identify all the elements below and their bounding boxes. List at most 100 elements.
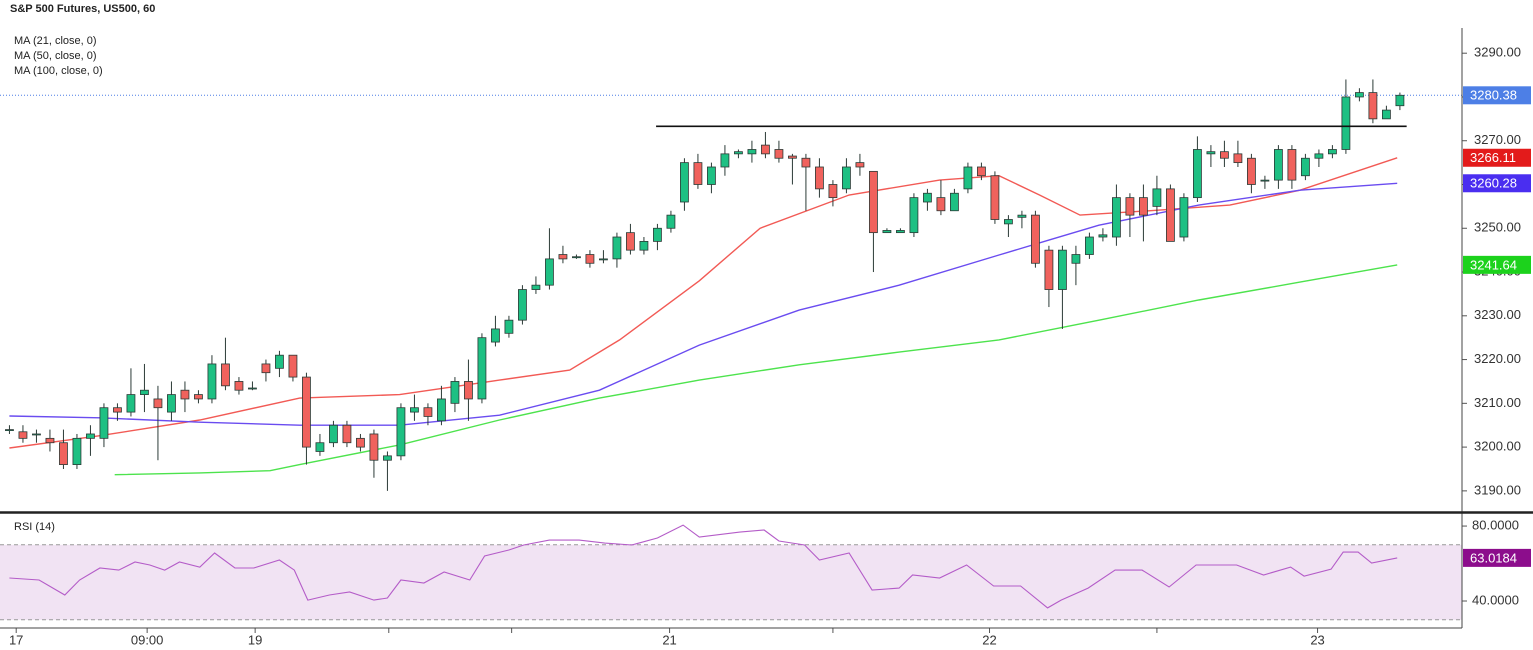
candle-body (18, 431, 28, 439)
candle-body (1139, 197, 1148, 216)
ma-box (1463, 174, 1531, 193)
candle-body (1395, 94, 1405, 107)
candle-body (950, 192, 959, 212)
x-tick-label: 09:00 (131, 632, 164, 647)
candle-body (32, 433, 41, 436)
candle-body (572, 256, 581, 259)
candle-body (410, 407, 419, 413)
candle-body (612, 236, 622, 260)
candle-body (1260, 179, 1270, 182)
candle-body (869, 170, 878, 234)
last-price-label: 3280.38 (1470, 88, 1517, 103)
ma-line (114, 264, 1398, 476)
candle-body (1179, 197, 1189, 238)
candle-body (329, 424, 338, 444)
candle-body (369, 433, 379, 461)
candle-body (1382, 109, 1391, 120)
candle-body (59, 442, 68, 466)
panel-title: RSI (14) (14, 521, 55, 533)
candle-body (518, 289, 527, 321)
candle-body (1314, 153, 1324, 159)
candle-body (842, 166, 851, 190)
candle-body (383, 455, 392, 461)
candle-body (1368, 92, 1378, 120)
candle-body (1341, 96, 1351, 150)
ma-line (9, 157, 1398, 449)
candle-body (72, 437, 82, 466)
candle-body (248, 387, 257, 390)
y-tick-label: 3290.00 (1474, 45, 1521, 60)
candle-body (558, 254, 568, 260)
candle-body (788, 155, 797, 159)
candle-body (1193, 149, 1202, 199)
candle-body (1220, 151, 1229, 159)
ma-box (1463, 255, 1531, 274)
candle-body (450, 381, 460, 404)
candle-body (1017, 214, 1027, 218)
candle-body (599, 258, 608, 261)
candle-body (288, 354, 298, 378)
candle-body (464, 381, 473, 400)
ma-box (1463, 148, 1531, 167)
y-tick-label: 80.0000 (1472, 517, 1519, 532)
candle-body (140, 389, 149, 395)
ma-line (9, 182, 1398, 426)
candle-body (261, 363, 271, 374)
y-tick-label: 3220.00 (1474, 351, 1521, 366)
candle-body (585, 254, 595, 264)
candle-body (761, 144, 770, 155)
candle-body (815, 166, 824, 190)
candle-body (99, 407, 109, 439)
legend-entry: MA (21, close, 0) (14, 35, 97, 47)
candle-body (1031, 214, 1040, 264)
candle-body (315, 442, 325, 452)
candle-body (153, 398, 163, 409)
candle-body (1004, 219, 1013, 225)
candle-body (342, 424, 352, 444)
candle-body (801, 157, 811, 168)
candle-body (1233, 153, 1243, 164)
candle-body (734, 151, 743, 155)
candle-body (963, 166, 973, 190)
candle-body (693, 162, 703, 185)
candle-body (234, 381, 244, 391)
candle-body (923, 192, 932, 203)
candle-body (1328, 149, 1337, 155)
candle-body (1206, 151, 1216, 155)
x-tick-label: 19 (248, 632, 262, 647)
candle-body (653, 227, 662, 242)
y-tick-label: 3230.00 (1474, 307, 1521, 322)
candle-body (113, 407, 122, 413)
legend-entry: MA (50, close, 0) (14, 50, 97, 62)
candle-body (167, 394, 176, 413)
candle-body (1058, 249, 1067, 290)
candle-body (828, 184, 838, 199)
candle-body (626, 232, 635, 251)
candle-body (207, 363, 217, 400)
candle-body (545, 258, 554, 286)
candle-body (1085, 236, 1094, 255)
candle-body (302, 376, 311, 448)
rsi-band (0, 544, 1462, 620)
candle-body (180, 389, 190, 400)
candle-body (1274, 149, 1283, 181)
candle-body (1125, 197, 1135, 216)
ma-label: 3260.28 (1470, 176, 1517, 191)
ma-label: 3266.11 (1470, 150, 1516, 165)
candle-body (1301, 157, 1310, 177)
rsi-last-box (1463, 548, 1531, 567)
candle-body (1112, 197, 1121, 238)
y-tick-label: 40.0000 (1472, 592, 1519, 607)
candle-body (45, 437, 55, 444)
candle-body (896, 230, 905, 234)
candle-body (1098, 234, 1108, 238)
candle-body (5, 429, 14, 431)
candle-body (747, 149, 757, 155)
candle-body (221, 363, 230, 387)
candle-body (1355, 92, 1364, 98)
candle-body (437, 398, 446, 422)
y-tick-label: 3210.00 (1474, 395, 1521, 410)
candle-body (855, 162, 865, 168)
legend-entry: MA (100, close, 0) (14, 65, 103, 77)
